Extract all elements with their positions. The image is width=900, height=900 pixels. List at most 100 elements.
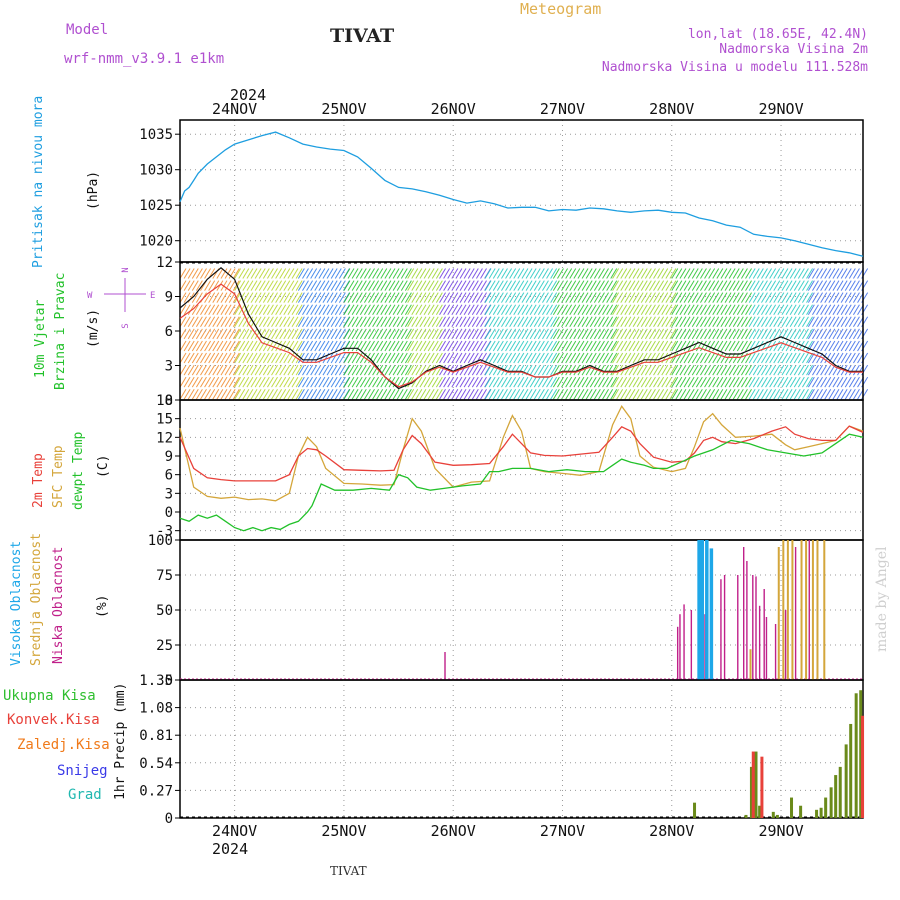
wind-barb — [262, 364, 270, 376]
wind-barb — [853, 292, 860, 303]
wind-barb — [439, 328, 446, 340]
wind-barb — [250, 280, 258, 291]
wind-barb — [471, 340, 479, 352]
wind-barb — [807, 304, 815, 315]
precip-legend-item: Grad — [68, 787, 102, 803]
wind-barb — [306, 328, 314, 340]
wind-barb — [748, 316, 756, 328]
wind-barb — [212, 352, 220, 364]
wind-barb — [797, 388, 805, 400]
wind-barb — [683, 388, 691, 400]
wind-barb — [467, 268, 475, 279]
wind-barb — [691, 352, 699, 364]
wind-barb — [671, 340, 679, 352]
wind-barb — [756, 352, 764, 364]
wind-label-1: 10m Vjetar — [33, 300, 48, 378]
wind-barb — [807, 280, 815, 291]
wind-barb — [550, 364, 558, 376]
wind-barb — [246, 388, 254, 400]
wind-barb — [368, 304, 375, 315]
wind-barb — [781, 376, 789, 388]
precip-total-bar — [854, 693, 858, 818]
wind-barb — [761, 364, 768, 376]
wind-barb — [291, 340, 299, 352]
wind-barb — [802, 328, 809, 340]
wind-barb — [606, 352, 614, 364]
wind-barb — [488, 304, 496, 315]
wind-barb — [671, 268, 679, 279]
wind-barb — [496, 292, 504, 303]
wind-barb — [200, 340, 207, 352]
wind-barb — [824, 316, 832, 328]
wind-barb — [271, 364, 278, 376]
wind-barb — [380, 292, 388, 303]
wind-barb — [649, 376, 656, 388]
wind-barb — [550, 268, 558, 279]
wind-barb — [488, 352, 496, 364]
wind-barb — [396, 304, 404, 315]
wind-barb — [250, 352, 258, 364]
wind-barb — [271, 292, 278, 303]
wind-barb — [216, 304, 224, 315]
wind-barb — [632, 316, 640, 328]
y-tick-label: 1025 — [139, 198, 173, 214]
wind-barb — [232, 364, 240, 376]
wind-barb — [200, 376, 207, 388]
wind-barb — [557, 268, 564, 279]
wind-barb — [612, 364, 619, 376]
wind-barb — [302, 328, 309, 340]
day-label-top: 25NOV — [321, 100, 366, 118]
cloud-bar-low — [794, 547, 797, 680]
wind-barb — [585, 328, 593, 340]
wind-barb — [824, 280, 832, 291]
wind-barb — [712, 268, 720, 279]
wind-barb — [581, 280, 589, 291]
wind-barb — [338, 376, 346, 388]
wind-barb — [318, 340, 326, 352]
wind-barb — [577, 328, 585, 340]
svg-text:W: W — [87, 291, 93, 301]
wind-barb — [368, 388, 375, 400]
wind-barb — [435, 388, 443, 400]
wind-barb — [376, 292, 384, 303]
wind-barb — [513, 304, 521, 315]
wind-barb — [463, 280, 471, 291]
wind-barb — [306, 376, 314, 388]
wind-barb — [415, 340, 423, 352]
wind-barb — [376, 316, 384, 328]
y-tick-label: 1.35 — [139, 673, 173, 689]
wind-barb — [616, 280, 624, 291]
wind-barb — [665, 376, 673, 388]
wind-barb — [661, 376, 669, 388]
wind-barb — [521, 292, 529, 303]
wind-barb — [372, 388, 380, 400]
wind-barb — [777, 316, 785, 328]
wind-barb — [816, 364, 823, 376]
cloud-bar-high — [697, 540, 701, 680]
wind-barb — [291, 304, 299, 315]
wind-barb — [380, 316, 388, 328]
wind-barb — [736, 388, 744, 400]
wind-barb — [777, 364, 785, 376]
wind-barb — [266, 388, 274, 400]
wind-barb — [310, 268, 318, 279]
wind-barb — [836, 316, 844, 328]
wind-barb — [407, 316, 415, 328]
wind-barb — [400, 340, 408, 352]
wind-barb — [509, 352, 517, 364]
y-tick-label: 1.08 — [139, 701, 173, 717]
wind-barb — [687, 364, 695, 376]
wind-barb — [297, 388, 305, 400]
y-tick-label: 15 — [156, 412, 173, 428]
wind-barb — [598, 292, 605, 303]
wind-barb — [279, 292, 287, 303]
wind-barb — [480, 340, 487, 352]
wind-barb — [824, 304, 832, 315]
y-tick-label: 100 — [148, 533, 173, 549]
wind-barb — [521, 280, 529, 291]
wind-barb — [628, 316, 636, 328]
wind-barb — [254, 304, 262, 315]
wind-barb — [287, 292, 295, 303]
wind-barb — [537, 352, 545, 364]
wind-barb — [191, 352, 199, 364]
